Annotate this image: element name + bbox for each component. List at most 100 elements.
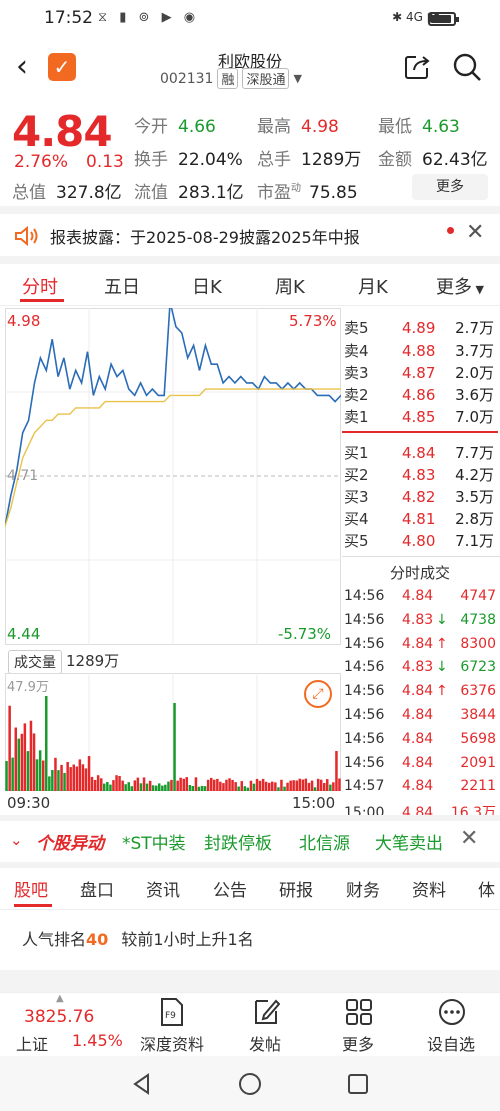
more-button[interactable]: 更多 — [313, 993, 403, 1057]
chevron-down-icon: ⌄ — [10, 831, 23, 849]
chart-bottom-pct: -5.73% — [278, 625, 332, 643]
connect-tag[interactable]: 深股通 — [242, 68, 290, 89]
ticker-item[interactable]: 大笔卖出 — [375, 834, 443, 854]
index-value: 3825.76 — [24, 1007, 95, 1027]
volume-bar — [63, 772, 66, 791]
volume-bar — [112, 780, 115, 791]
deep-data-button[interactable]: F9 深度资料 — [127, 993, 217, 1057]
tab-more[interactable]: 更多 ▼ — [436, 277, 484, 298]
ticker-item[interactable]: 封跌停板 — [204, 834, 272, 854]
tab-profile[interactable]: 资料 — [412, 881, 446, 901]
ticker-item[interactable]: *ST中装 — [122, 834, 186, 854]
tab-research[interactable]: 研报 — [279, 881, 313, 901]
volume-bar — [268, 782, 271, 791]
volume-bar — [72, 764, 75, 791]
volume-bar — [32, 733, 36, 791]
tick-row: 14:56 4.84 5698 — [344, 730, 496, 747]
average-line — [5, 388, 341, 527]
divider — [0, 206, 500, 214]
chevron-down-icon[interactable]: ▼ — [293, 72, 302, 85]
tab-news[interactable]: 资讯 — [146, 881, 180, 901]
fullscreen-icon[interactable]: ⤢ — [304, 680, 332, 708]
volume-bar — [274, 782, 277, 791]
volume-bar — [155, 785, 158, 791]
volume-bar — [11, 757, 14, 791]
volume-bar — [319, 779, 323, 791]
chart-mid-price: 4.71 — [7, 468, 39, 484]
chart-top-price: 4.98 — [7, 312, 41, 330]
volume-bar — [243, 786, 247, 791]
notice-text: 报表披露：于2025-08-29披露2025年中报 — [50, 228, 360, 247]
volume-max-label: 47.9万 — [7, 680, 49, 695]
volume-bar — [87, 756, 91, 791]
volume-bar — [237, 786, 240, 791]
ticker-item[interactable]: 北信源 — [299, 834, 350, 854]
nav-home-icon[interactable] — [238, 1072, 262, 1096]
close-icon[interactable]: ✕ — [466, 220, 485, 245]
tick-row: 14:56 4.84 ↑ 8300 — [344, 635, 496, 652]
tab-finance[interactable]: 财务 — [346, 881, 380, 901]
search-icon[interactable] — [452, 52, 482, 82]
bottom-action-bar: ▲ 3825.76 上证 1.45% F9 深度资料 发帖 — [0, 992, 500, 1056]
volume-bar — [316, 778, 320, 791]
add-watchlist-button[interactable]: 设自选 — [406, 993, 496, 1057]
share-icon[interactable] — [402, 52, 432, 82]
volume-indicator-button[interactable]: 成交量 — [8, 650, 62, 674]
tab-weekly[interactable]: 周K — [275, 277, 305, 298]
volume-bar — [188, 785, 192, 791]
tick-row: 14:56 4.84 ↑ 6376 — [344, 683, 496, 700]
nav-back-icon[interactable] — [130, 1072, 154, 1096]
volume-bar — [48, 776, 51, 791]
quote-field-volume: 总手 1289万 — [257, 150, 362, 170]
volume-bar — [206, 779, 210, 791]
ticks-title[interactable]: 分时成交 — [389, 564, 450, 582]
tab-orderbook[interactable]: 盘口 — [80, 881, 114, 901]
quote-more-button[interactable]: 更多 — [412, 174, 488, 200]
volume-bar — [84, 768, 88, 791]
tab-forum[interactable]: 股吧 — [14, 881, 48, 901]
popularity-rank[interactable]: 人气排名40 较前1小时上升1名 — [22, 930, 254, 949]
system-nav-bar — [0, 1056, 500, 1111]
unread-dot — [447, 227, 454, 234]
volume-bar — [100, 778, 103, 791]
volume-bar — [301, 779, 305, 791]
bid-row: 买2 4.83 4.2万 — [344, 466, 494, 484]
volume-bar — [118, 776, 121, 791]
volume-bar — [200, 785, 204, 791]
notice-bar[interactable]: 报表披露：于2025-08-29披露2025年中报 ✕ — [0, 214, 500, 256]
nav-recents-icon[interactable] — [346, 1072, 370, 1096]
tab-daily[interactable]: 日K — [192, 277, 222, 298]
volume-bar — [96, 775, 100, 791]
tab-five-day[interactable]: 五日 — [104, 277, 140, 298]
volume-bar — [283, 786, 286, 791]
grid-icon — [346, 999, 372, 1025]
volume-bar — [54, 757, 57, 791]
volume-bar — [231, 779, 234, 791]
volume-bar — [124, 784, 127, 791]
close-icon[interactable]: ✕ — [460, 826, 479, 851]
volume-chart[interactable] — [5, 673, 341, 791]
volume-bar — [173, 703, 176, 791]
volume-bar — [57, 770, 60, 791]
volume-bar — [261, 778, 265, 791]
volume-bar — [109, 784, 112, 791]
tab-announcements[interactable]: 公告 — [213, 881, 247, 901]
post-button[interactable]: 发帖 — [220, 993, 310, 1057]
volume-bar — [216, 778, 219, 791]
status-bar: 17:52 ⧖ ▮ ⊚ ▶ ◉ ✱ 4G ▮▮ — [0, 0, 500, 38]
volume-bar — [145, 783, 149, 791]
volume-bar — [38, 750, 42, 791]
tab-more-cut[interactable]: 体 — [478, 881, 495, 901]
anomaly-ticker[interactable]: ⌄ 个股异动 *ST中装 封跌停板 北信源 大笔卖出 ✕ — [0, 822, 500, 862]
index-widget[interactable]: ▲ 3825.76 上证 1.45% — [0, 993, 124, 1057]
tab-intraday[interactable]: 分时 — [22, 277, 58, 298]
tick-row: 14:56 4.84 4747 — [344, 588, 496, 604]
tick-row: 14:56 4.83 ↓ 6723 — [344, 659, 496, 676]
volume-bar — [75, 766, 79, 791]
back-icon[interactable]: ‹ — [16, 49, 28, 84]
intraday-chart[interactable] — [5, 308, 341, 645]
tab-monthly[interactable]: 月K — [358, 277, 388, 298]
time-end: 15:00 — [292, 794, 336, 812]
speaker-icon — [15, 226, 38, 246]
volume-bar — [151, 785, 155, 791]
